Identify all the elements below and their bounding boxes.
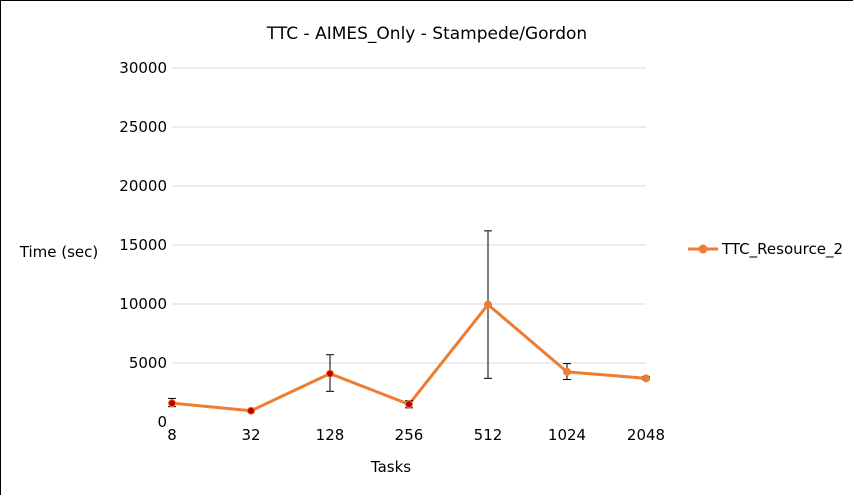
y-axis-label: Time (sec) bbox=[19, 243, 98, 261]
x-tick-label: 512 bbox=[474, 426, 503, 444]
y-axis-ticks: 0 5000 10000 15000 20000 25000 30000 bbox=[119, 59, 167, 431]
data-point bbox=[405, 400, 413, 409]
data-point bbox=[168, 399, 176, 408]
x-axis-label: Tasks bbox=[370, 458, 411, 476]
x-tick-label: 8 bbox=[167, 426, 177, 444]
x-axis-ticks: 8 32 128 256 512 1024 2048 bbox=[167, 426, 665, 444]
y-tick-label: 20000 bbox=[119, 177, 167, 195]
x-tick-label: 32 bbox=[241, 426, 260, 444]
y-tick-label: 25000 bbox=[119, 118, 167, 136]
y-tick-label: 15000 bbox=[119, 236, 167, 254]
y-tick-label: 30000 bbox=[119, 59, 167, 77]
legend-marker-swatch bbox=[698, 244, 708, 254]
data-point bbox=[642, 374, 650, 383]
x-tick-label: 256 bbox=[395, 426, 424, 444]
legend-entry-ttc-resource-2: TTC_Resource_2 bbox=[721, 240, 843, 259]
x-tick-label: 2048 bbox=[627, 426, 665, 444]
gridlines bbox=[172, 67, 646, 364]
legend: TTC_Resource_2 bbox=[688, 240, 843, 259]
data-point bbox=[563, 367, 571, 376]
chart-title: TTC - AIMES_Only - Stampede/Gordon bbox=[266, 24, 587, 44]
data-point bbox=[247, 406, 255, 415]
y-tick-label: 5000 bbox=[129, 354, 167, 372]
y-tick-label: 10000 bbox=[119, 295, 167, 313]
data-point bbox=[326, 369, 334, 378]
series-group bbox=[168, 230, 650, 415]
x-tick-label: 1024 bbox=[548, 426, 586, 444]
x-tick-label: 128 bbox=[316, 426, 345, 444]
data-point bbox=[484, 300, 492, 309]
series-line bbox=[171, 303, 647, 413]
y-tick-label: 0 bbox=[157, 413, 167, 431]
